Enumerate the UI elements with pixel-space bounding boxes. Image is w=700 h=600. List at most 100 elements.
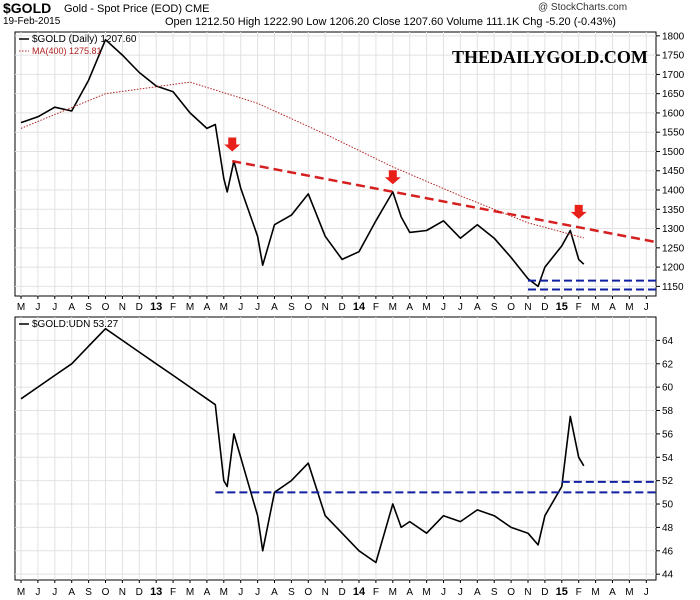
y-tick-label: 1200 (662, 263, 685, 274)
x-tick-label: M (422, 587, 430, 598)
y-tick-label: 1150 (662, 282, 684, 293)
y-tick-label: 48 (662, 523, 674, 534)
x-tick-label: N (322, 587, 329, 598)
x-tick-label: N (322, 302, 329, 313)
x-tick-label: 15 (556, 586, 568, 598)
x-tick-label: D (136, 587, 143, 598)
x-tick-label: J (52, 302, 57, 313)
legend-label: MA(400) 1275.81 (32, 46, 102, 56)
x-tick-label: M (220, 587, 228, 598)
x-tick-label: F (576, 587, 582, 598)
y-tick-label: 1750 (662, 51, 685, 62)
ohlc-readout: Open 1212.50 High 1222.90 Low 1206.20 Cl… (165, 16, 616, 28)
x-tick-label: D (541, 302, 548, 313)
chart-symbol: $GOLD (3, 0, 52, 16)
x-tick-label: M (625, 302, 633, 313)
y-tick-label: 1400 (662, 186, 685, 197)
chart-subtitle: Gold - Spot Price (EOD) CME (64, 3, 210, 15)
plot-frame (14, 316, 657, 581)
x-tick-label: O (507, 302, 515, 313)
x-tick-label: A (204, 302, 211, 313)
x-tick-label: J (255, 587, 260, 598)
x-tick-label: A (474, 302, 481, 313)
x-tick-label: N (524, 302, 531, 313)
chart-date: 19-Feb-2015 (3, 16, 61, 27)
x-tick-label: M (422, 302, 430, 313)
price-line (20, 38, 585, 288)
x-tick-label: S (491, 302, 498, 313)
x-tick-label: F (373, 587, 379, 598)
x-tick-label: M (591, 302, 599, 313)
y-tick-label: 62 (662, 359, 674, 370)
x-tick-label: A (474, 587, 481, 598)
x-tick-label: S (288, 302, 295, 313)
x-tick-label: 14 (353, 301, 366, 313)
red-arrow-marker (570, 204, 587, 219)
x-tick-label: D (136, 302, 143, 313)
x-tick-label: J (441, 587, 446, 598)
price-line (20, 327, 585, 564)
stockcharts-credit: @ StockCharts.com (538, 2, 628, 13)
x-tick-label: 13 (150, 301, 162, 313)
y-tick-label: 44 (662, 570, 674, 581)
x-tick-label: F (170, 587, 176, 598)
y-tick-label: 60 (662, 383, 674, 394)
watermark-text: THEDAILYGOLD.COM (452, 47, 648, 67)
red-arrow-marker (384, 170, 401, 185)
x-tick-label: J (35, 302, 40, 313)
x-tick-label: M (389, 302, 397, 313)
y-tick-label: 46 (662, 546, 674, 557)
y-tick-label: 50 (662, 500, 674, 511)
x-tick-label: M (186, 587, 194, 598)
x-tick-label: O (102, 587, 110, 598)
x-tick-label: J (238, 587, 243, 598)
y-tick-label: 1650 (662, 89, 685, 100)
legend-label: $GOLD:UDN 53.27 (32, 319, 119, 330)
x-tick-label: S (288, 587, 295, 598)
x-tick-label: A (204, 587, 211, 598)
x-tick-label: D (338, 587, 345, 598)
x-tick-label: M (17, 302, 25, 313)
y-tick-label: 1700 (662, 70, 685, 81)
x-tick-label: O (304, 587, 312, 598)
x-tick-label: O (507, 587, 515, 598)
x-tick-label: O (304, 302, 312, 313)
x-tick-label: N (119, 302, 126, 313)
x-tick-label: D (338, 302, 345, 313)
x-tick-label: F (373, 302, 379, 313)
x-tick-label: D (541, 587, 548, 598)
x-tick-label: J (238, 302, 243, 313)
x-tick-label: S (85, 302, 92, 313)
y-tick-label: 1300 (662, 224, 685, 235)
x-tick-label: S (491, 587, 498, 598)
x-tick-label: M (389, 587, 397, 598)
x-tick-label: 15 (556, 301, 568, 313)
y-tick-label: 52 (662, 476, 674, 487)
x-tick-label: S (85, 587, 92, 598)
x-tick-label: O (102, 302, 110, 313)
y-tick-label: 58 (662, 406, 674, 417)
x-tick-label: M (591, 587, 599, 598)
plot-frame (14, 31, 657, 297)
x-tick-label: N (119, 587, 126, 598)
x-tick-label: A (609, 302, 616, 313)
x-tick-label: A (406, 302, 413, 313)
ma-line (20, 81, 584, 239)
y-tick-label: 64 (662, 336, 674, 347)
x-tick-label: 13 (150, 586, 162, 598)
x-tick-label: J (255, 302, 260, 313)
x-tick-label: A (271, 302, 278, 313)
x-tick-label: N (524, 587, 531, 598)
y-tick-label: 1600 (662, 108, 685, 119)
y-tick-label: 1500 (662, 147, 685, 158)
x-tick-label: M (220, 302, 228, 313)
x-tick-label: A (406, 587, 413, 598)
y-tick-label: 54 (662, 453, 674, 464)
y-tick-label: 1350 (662, 205, 685, 216)
x-tick-label: F (576, 302, 582, 313)
x-tick-label: F (170, 302, 176, 313)
x-tick-label: M (17, 587, 25, 598)
x-tick-label: A (68, 302, 75, 313)
x-tick-label: A (271, 587, 278, 598)
y-tick-label: 1800 (662, 31, 685, 42)
